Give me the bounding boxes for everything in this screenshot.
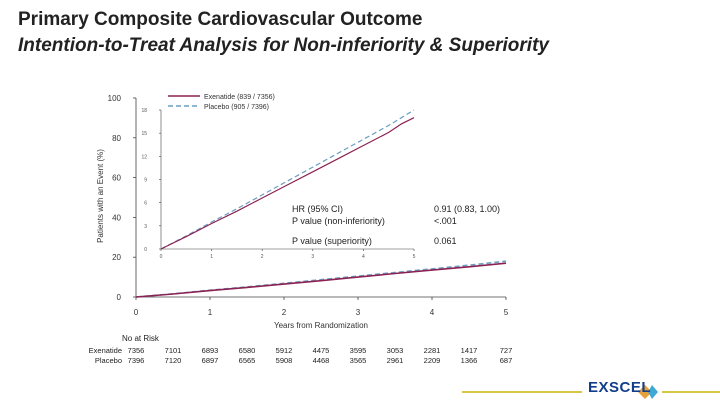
risk-cell: 727	[500, 346, 513, 355]
risk-row-label: Placebo	[95, 356, 122, 365]
inset-x-tick-label: 2	[261, 254, 264, 260]
stat-hr-value: 0.91 (0.83, 1.00)	[434, 204, 500, 214]
inset-y-tick-label: 6	[144, 201, 147, 207]
main-x-tick-label: 0	[134, 308, 139, 317]
risk-cell: 6565	[239, 356, 256, 365]
main-axes	[135, 98, 506, 298]
inset-x-tick-label: 4	[362, 254, 365, 260]
inset-y-tick-label: 9	[144, 178, 147, 184]
main-x-tick-label: 3	[356, 308, 361, 317]
risk-cell: 7396	[128, 356, 145, 365]
legend-label: Exenatide (839 / 7356)	[204, 94, 275, 101]
stat-hr-label: HR (95% CI)	[292, 204, 343, 214]
stat-noninf-value: <.001	[434, 216, 457, 226]
main-x-tick-label: 1	[208, 308, 213, 317]
inset-y-tick-label: 12	[141, 154, 147, 160]
risk-cell: 6580	[239, 346, 256, 355]
risk-cell: 1417	[461, 346, 478, 355]
risk-cell: 2961	[387, 356, 404, 365]
risk-cell: 7120	[165, 356, 182, 365]
risk-cell: 3565	[350, 356, 367, 365]
main-x-tick-label: 5	[504, 308, 509, 317]
main-y-tick-label: 60	[112, 174, 121, 183]
main-x-tick-label: 4	[430, 308, 435, 317]
inset-y-tick-label: 15	[141, 131, 147, 137]
inset-x-tick-label: 1	[210, 254, 213, 260]
risk-cell: 6897	[202, 356, 219, 365]
stat-noninf-label: P value (non-inferiority)	[292, 216, 385, 226]
stat-sup-label: P value (superiority)	[292, 236, 372, 246]
legend-label: Placebo (905 / 7396)	[204, 104, 269, 111]
inset-y-tick-label: 3	[144, 224, 147, 230]
series-layer	[135, 109, 507, 298]
risk-cell: 1366	[461, 356, 478, 365]
slide-title: Primary Composite Cardiovascular Outcome	[18, 9, 423, 30]
series-exenatide-line	[135, 262, 507, 298]
risk-cell: 3053	[387, 346, 404, 355]
risk-cell: 2281	[424, 346, 441, 355]
risk-cell: 5908	[276, 356, 293, 365]
inset-x-tick-label: 5	[413, 254, 416, 260]
risk-table-header: No at Risk	[122, 334, 160, 343]
risk-cell: 5912	[276, 346, 293, 355]
main-y-tick-label: 0	[117, 293, 122, 302]
x-axis-label: Years from Randomization	[274, 321, 368, 330]
main-x-tick-label: 2	[282, 308, 287, 317]
inset-x-tick-label: 3	[311, 254, 314, 260]
risk-row-label: Exenatide	[89, 346, 122, 355]
risk-cell: 687	[500, 356, 513, 365]
risk-cell: 6893	[202, 346, 219, 355]
risk-cell: 7101	[165, 346, 182, 355]
risk-cell: 3595	[350, 346, 367, 355]
stat-sup-value: 0.061	[434, 236, 457, 246]
risk-cell: 4475	[313, 346, 330, 355]
inset-axes	[160, 110, 414, 250]
logo-mark-icon	[638, 385, 658, 399]
risk-cell: 7356	[128, 346, 145, 355]
risk-table: Exenatide 7356 7101 6893 6580 5912 4475 3595 305…	[89, 346, 513, 365]
inset-y-tick-label: 18	[141, 108, 147, 114]
slide-subtitle: Intention-to-Treat Analysis for Non-infe…	[18, 35, 549, 56]
logo-text: EXSCEL	[588, 379, 652, 396]
main-y-tick-label: 40	[112, 213, 121, 222]
inset-x-tick-label: 0	[160, 254, 163, 260]
main-y-tick-label: 80	[112, 134, 121, 143]
y-axis-label: Patients with an Event (%)	[96, 149, 105, 243]
main-y-tick-label: 100	[108, 94, 122, 103]
risk-cell: 4468	[313, 356, 330, 365]
inset-placebo-line	[160, 109, 415, 250]
series-placebo-line	[135, 260, 507, 298]
main-y-tick-label: 20	[112, 253, 121, 262]
inset-exenatide-line	[160, 117, 415, 250]
inset-y-tick-label: 0	[144, 247, 147, 253]
risk-cell: 2209	[424, 356, 441, 365]
legend: Exenatide (839 / 7356) Placebo (905 / 739…	[168, 94, 275, 111]
